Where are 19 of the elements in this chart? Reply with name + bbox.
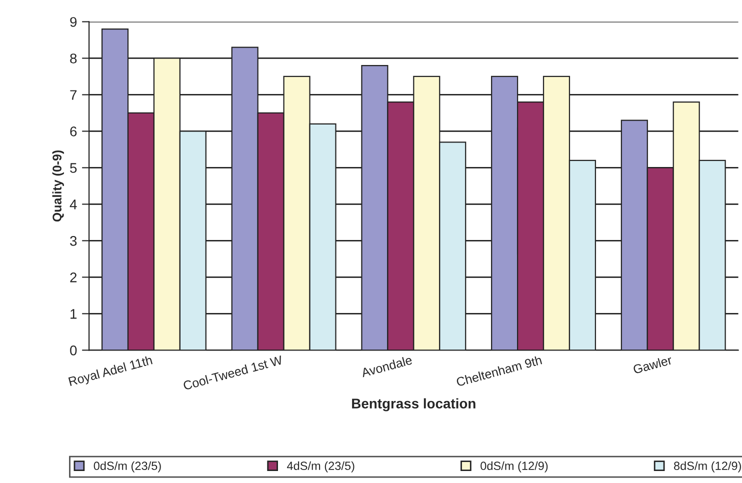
y-tick-label: 1 [70,309,77,319]
legend-label: 0dS/m (12/9) [480,461,548,472]
legend-label: 4dS/m (23/5) [287,461,354,472]
y-tick-label: 4 [70,200,77,210]
y-tick-label: 8 [70,54,77,64]
y-tick-label: 5 [70,163,77,173]
y-tick-label: 9 [70,17,77,27]
legend-label: 8dS/m (12/9) [674,461,741,472]
x-tick-label: Avondale [360,355,412,378]
x-axis-title: Bentgrass location [352,398,476,412]
y-tick-label: 2 [70,272,77,282]
y-tick-label: 6 [70,126,77,136]
x-tick-label: Gawler [632,355,673,374]
y-axis-title: Quality (0-9) [52,150,64,222]
y-tick-label: 7 [70,90,77,100]
legend-label: 0dS/m (23/5) [94,461,161,472]
x-tick-label: Royal Adel 11th [68,355,154,388]
y-tick-label: 0 [70,346,77,356]
y-tick-label: 3 [70,236,77,246]
